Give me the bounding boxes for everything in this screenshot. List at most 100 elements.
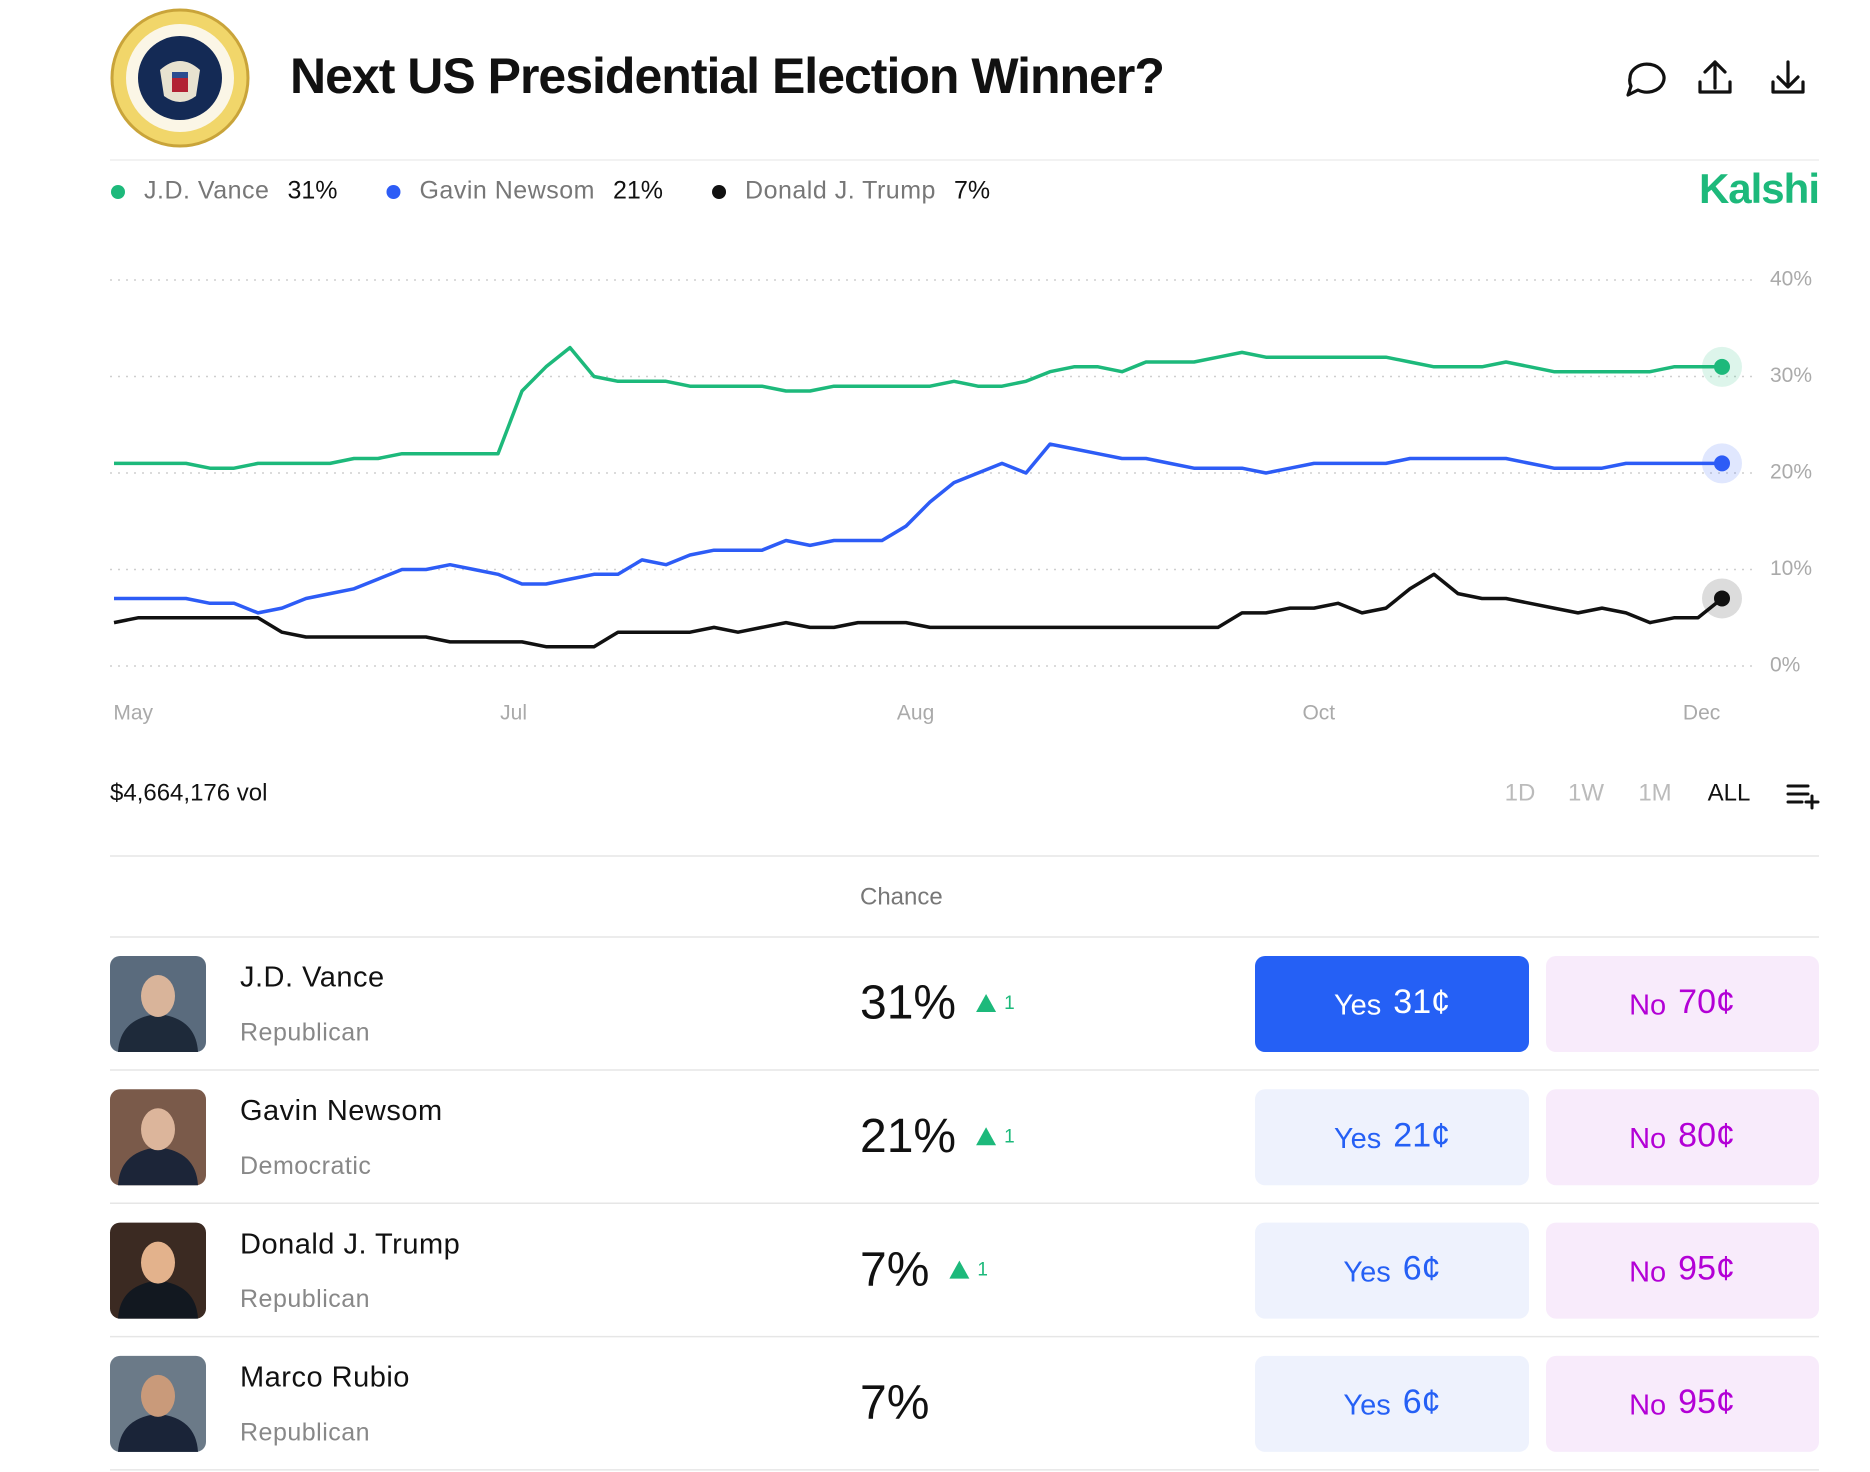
no-button[interactable]: No 70¢ <box>1546 956 1819 1052</box>
legend-value: 7% <box>954 177 990 205</box>
legend-marker <box>386 185 401 199</box>
yes-price: 31¢ <box>1393 983 1450 1021</box>
y-tick-label: 30% <box>1770 364 1812 387</box>
legend-value: 21% <box>613 177 663 205</box>
no-label: No <box>1629 990 1666 1022</box>
comment-icon[interactable] <box>1626 62 1666 97</box>
candidate-name: Gavin Newsom <box>240 1095 443 1127</box>
filter-icon[interactable] <box>1786 784 1820 810</box>
yes-button-bg[interactable] <box>1255 1089 1529 1186</box>
yes-price: 21¢ <box>1393 1116 1450 1154</box>
x-tick-label: Dec <box>1683 702 1720 725</box>
end-dot <box>1714 358 1730 375</box>
no-price: 95¢ <box>1678 1250 1735 1288</box>
y-tick-label: 10% <box>1770 557 1812 580</box>
candidate-party: Republican <box>240 1285 370 1313</box>
candidate-party: Democratic <box>240 1152 371 1180</box>
no-label: No <box>1629 1123 1666 1155</box>
yes-button-bg[interactable] <box>1255 1355 1529 1452</box>
chance: 21% <box>860 1110 956 1163</box>
no-button-bg[interactable] <box>1546 1222 1819 1319</box>
legend-label: J.D. Vance <box>144 177 269 205</box>
candidate-party: Republican <box>240 1019 370 1047</box>
change-arrow <box>976 994 997 1012</box>
photo-body <box>118 1413 198 1452</box>
candidate-photo <box>110 1222 206 1319</box>
series-line <box>114 345 1722 470</box>
range-button[interactable]: 1M <box>1638 779 1671 806</box>
y-tick-label: 20% <box>1770 461 1812 484</box>
yes-label: Yes <box>1343 1390 1390 1422</box>
x-tick-label: Aug <box>897 702 934 725</box>
yes-label: Yes <box>1343 1256 1390 1288</box>
yes-price: 6¢ <box>1403 1383 1441 1421</box>
no-button[interactable]: No 95¢ <box>1546 1355 1819 1452</box>
change-arrow <box>976 1127 997 1146</box>
yes-button[interactable]: Yes 6¢ <box>1255 1222 1529 1319</box>
photo-face <box>141 1108 175 1151</box>
no-button-bg[interactable] <box>1546 1089 1819 1186</box>
yes-button[interactable]: Yes 21¢ <box>1255 1089 1529 1186</box>
change-value: 1 <box>1004 1126 1015 1147</box>
no-button[interactable]: No 95¢ <box>1546 1222 1819 1319</box>
change-value: 1 <box>1004 993 1015 1014</box>
end-dot <box>1714 455 1730 472</box>
candidate-photo <box>110 1089 206 1186</box>
legend-marker <box>111 185 125 199</box>
photo-face <box>141 1241 175 1284</box>
legend-marker <box>712 185 727 199</box>
change-arrow <box>949 1260 970 1279</box>
candidate-name: Donald J. Trump <box>240 1228 460 1260</box>
change-value: 1 <box>977 1260 988 1281</box>
no-label: No <box>1629 1256 1666 1288</box>
chance: 7% <box>860 1377 929 1430</box>
photo-face <box>141 1374 175 1417</box>
y-tick-label: 40% <box>1770 268 1812 291</box>
no-button[interactable]: No 80¢ <box>1546 1089 1819 1186</box>
seal-logo <box>110 8 250 148</box>
no-price: 70¢ <box>1678 983 1735 1021</box>
candidate-name: J.D. Vance <box>240 962 385 994</box>
legend-label: Donald J. Trump <box>745 177 936 205</box>
yes-button[interactable]: Yes 31¢ <box>1255 956 1529 1052</box>
yes-label: Yes <box>1334 990 1381 1022</box>
brand: Kalshi <box>1699 165 1819 212</box>
range-button[interactable]: ALL <box>1708 779 1751 806</box>
volume: $4,664,176 vol <box>110 779 267 806</box>
photo-body <box>118 1280 198 1319</box>
yes-price: 6¢ <box>1403 1250 1441 1288</box>
y-tick-label: 0% <box>1770 654 1800 677</box>
series-line <box>114 442 1722 615</box>
photo-body <box>118 1147 198 1186</box>
series-line <box>113 572 1724 649</box>
legend-label: Gavin Newsom <box>419 177 595 205</box>
candidate-name: Marco Rubio <box>240 1362 410 1394</box>
x-tick-label: May <box>113 702 153 725</box>
end-dot <box>1714 590 1730 607</box>
candidate-party: Republican <box>240 1419 370 1447</box>
candidate-photo <box>110 1355 206 1452</box>
no-label: No <box>1629 1390 1666 1422</box>
range-button[interactable]: 1D <box>1505 779 1536 806</box>
yes-button-bg[interactable] <box>1255 1222 1529 1319</box>
chance: 31% <box>860 977 956 1030</box>
x-tick-label: Jul <box>500 702 527 725</box>
yes-button[interactable]: Yes 6¢ <box>1255 1355 1529 1452</box>
x-tick-label: Oct <box>1302 702 1335 725</box>
candidate-photo <box>110 956 206 1052</box>
no-button-bg[interactable] <box>1546 956 1819 1052</box>
range-button[interactable]: 1W <box>1568 779 1604 806</box>
no-button-bg[interactable] <box>1546 1355 1819 1452</box>
yes-button-bg[interactable] <box>1255 956 1529 1052</box>
photo-face <box>141 975 175 1017</box>
column-header: Chance <box>860 883 943 910</box>
download-icon[interactable] <box>1771 60 1805 94</box>
no-price: 80¢ <box>1678 1116 1735 1154</box>
yes-label: Yes <box>1334 1123 1381 1155</box>
share-icon[interactable] <box>1698 60 1732 94</box>
legend-value: 31% <box>287 177 337 205</box>
no-price: 95¢ <box>1678 1383 1735 1421</box>
photo-body <box>118 1014 198 1052</box>
